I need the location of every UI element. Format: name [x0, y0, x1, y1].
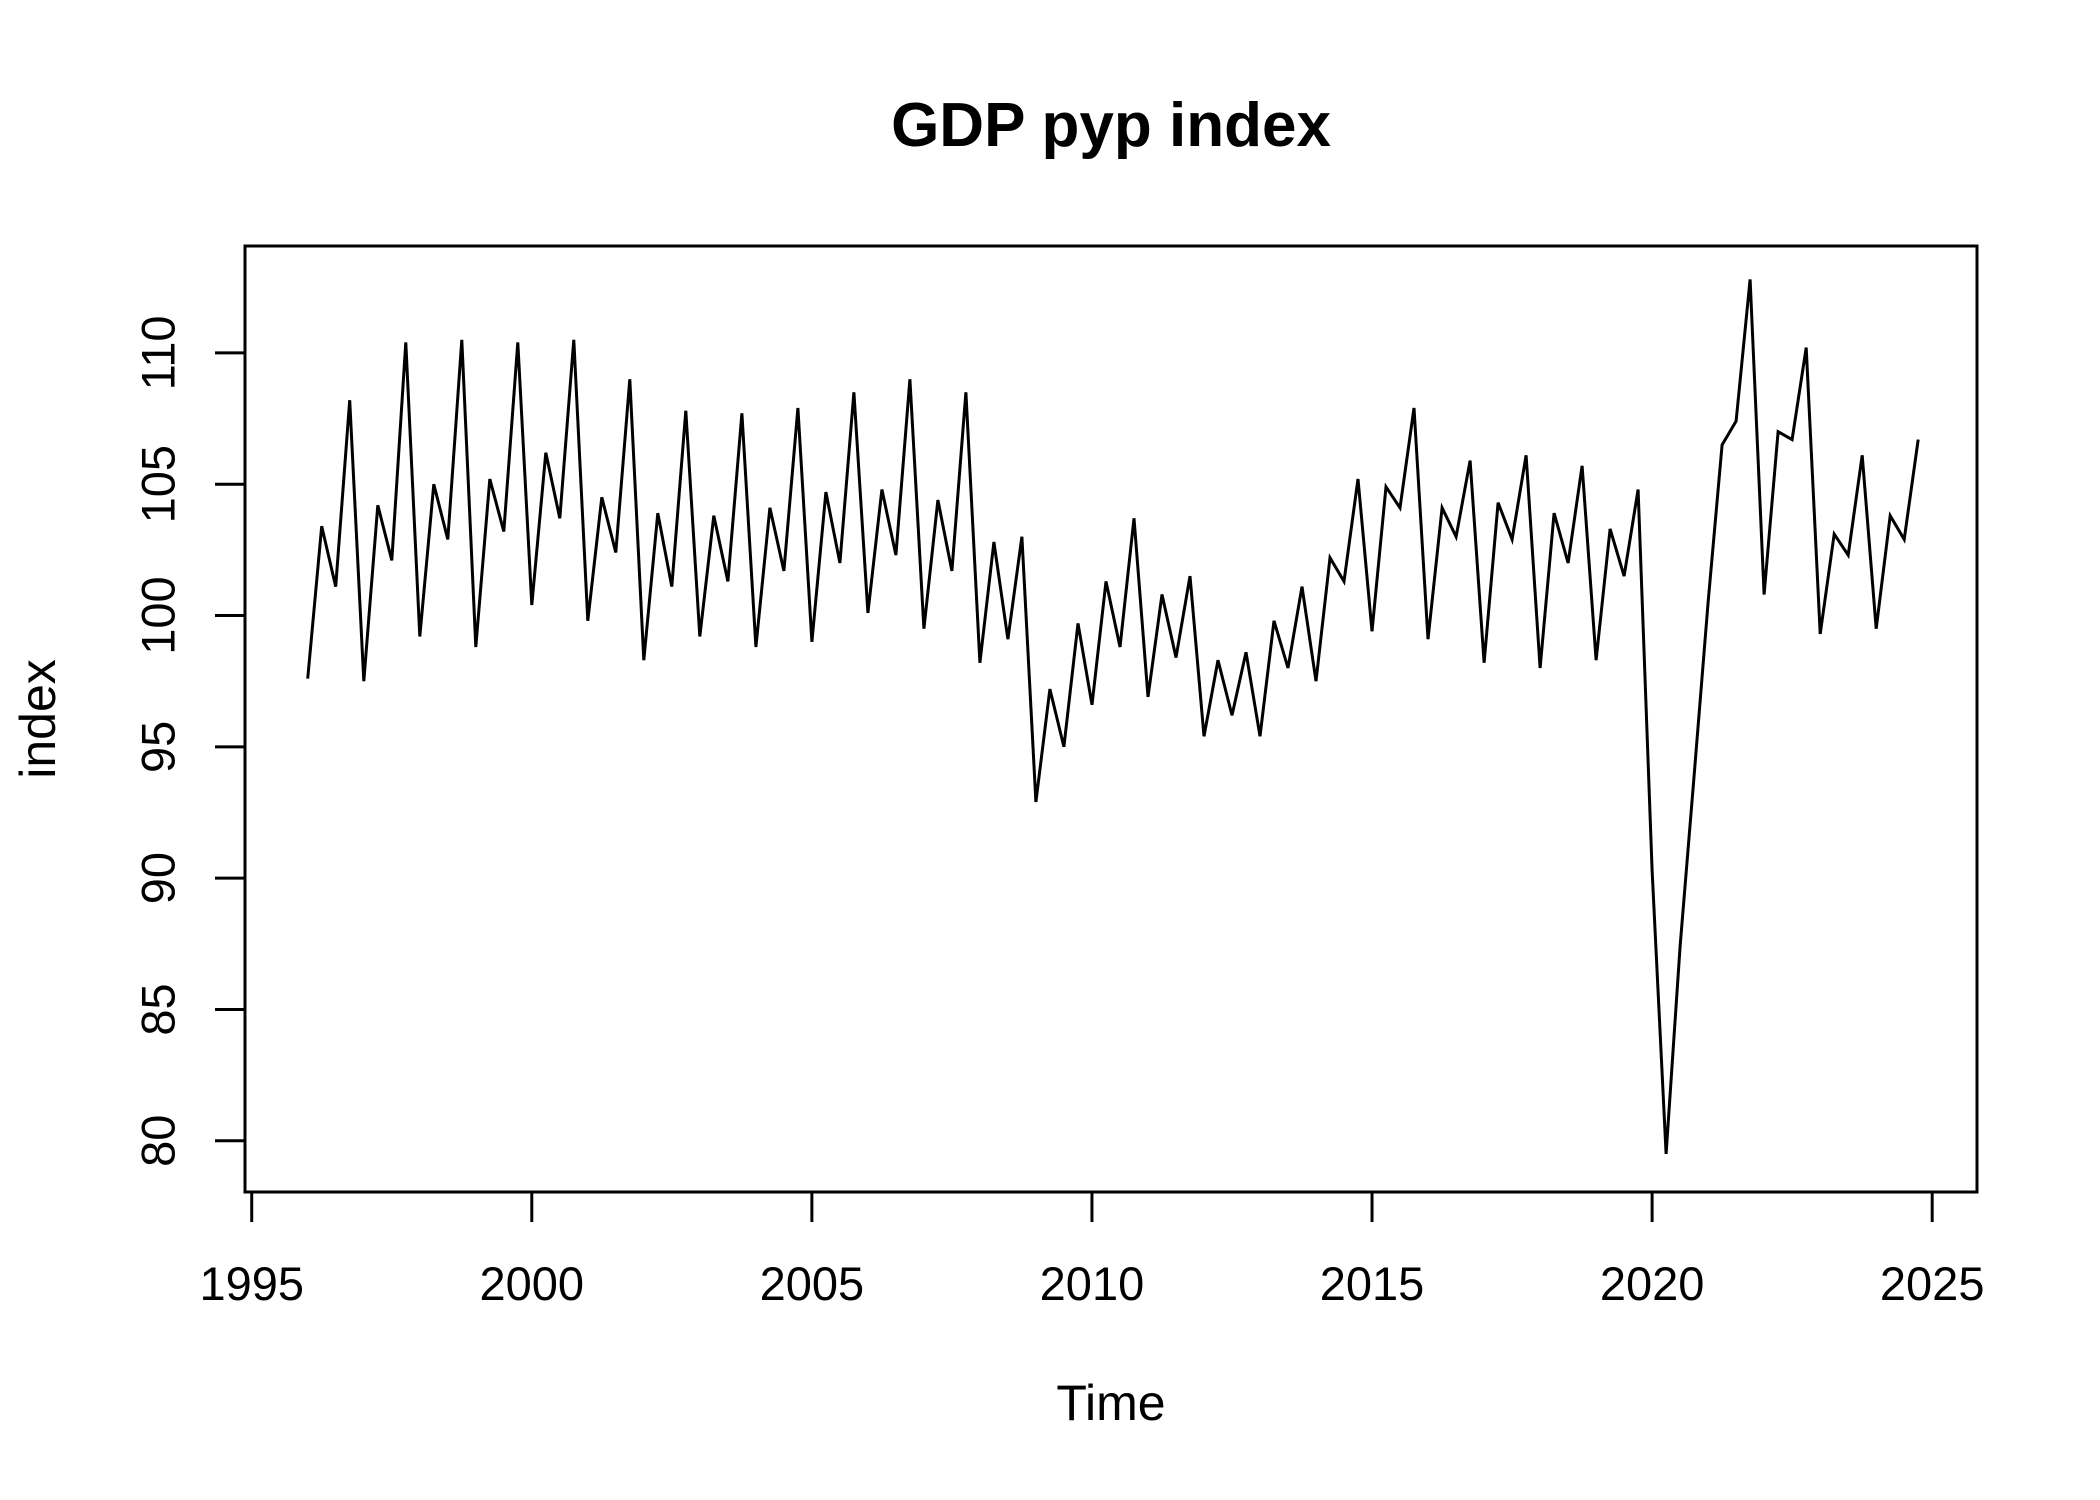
plot-area: 1995 2000 2005 2010 2015 2020 2025 80 85 90 95 100 1…	[132, 244, 1985, 1310]
y-tick-label: 85	[132, 983, 185, 1035]
plot-border	[243, 244, 1979, 1194]
x-tick-label: 1995	[199, 1257, 304, 1310]
y-tick-label: 90	[132, 852, 185, 904]
y-tick-label: 80	[132, 1115, 185, 1167]
x-tick-label: 2015	[1320, 1257, 1425, 1310]
x-tick-label: 2010	[1040, 1257, 1145, 1310]
series-line	[306, 279, 1920, 1155]
chart-title: GDP pyp index	[891, 91, 1331, 160]
y-tick-label: 100	[132, 576, 185, 654]
x-axis-label: Time	[1056, 1375, 1165, 1431]
x-tick-label: 2005	[760, 1257, 865, 1310]
y-axis-label: index	[10, 659, 66, 779]
y-tick-label: 110	[132, 315, 185, 390]
x-tick-label: 2025	[1880, 1257, 1985, 1310]
x-tick-label: 2000	[480, 1257, 585, 1310]
y-tick-label: 105	[132, 445, 185, 523]
x-tick-label: 2020	[1600, 1257, 1705, 1310]
y-tick-label: 95	[132, 721, 185, 773]
